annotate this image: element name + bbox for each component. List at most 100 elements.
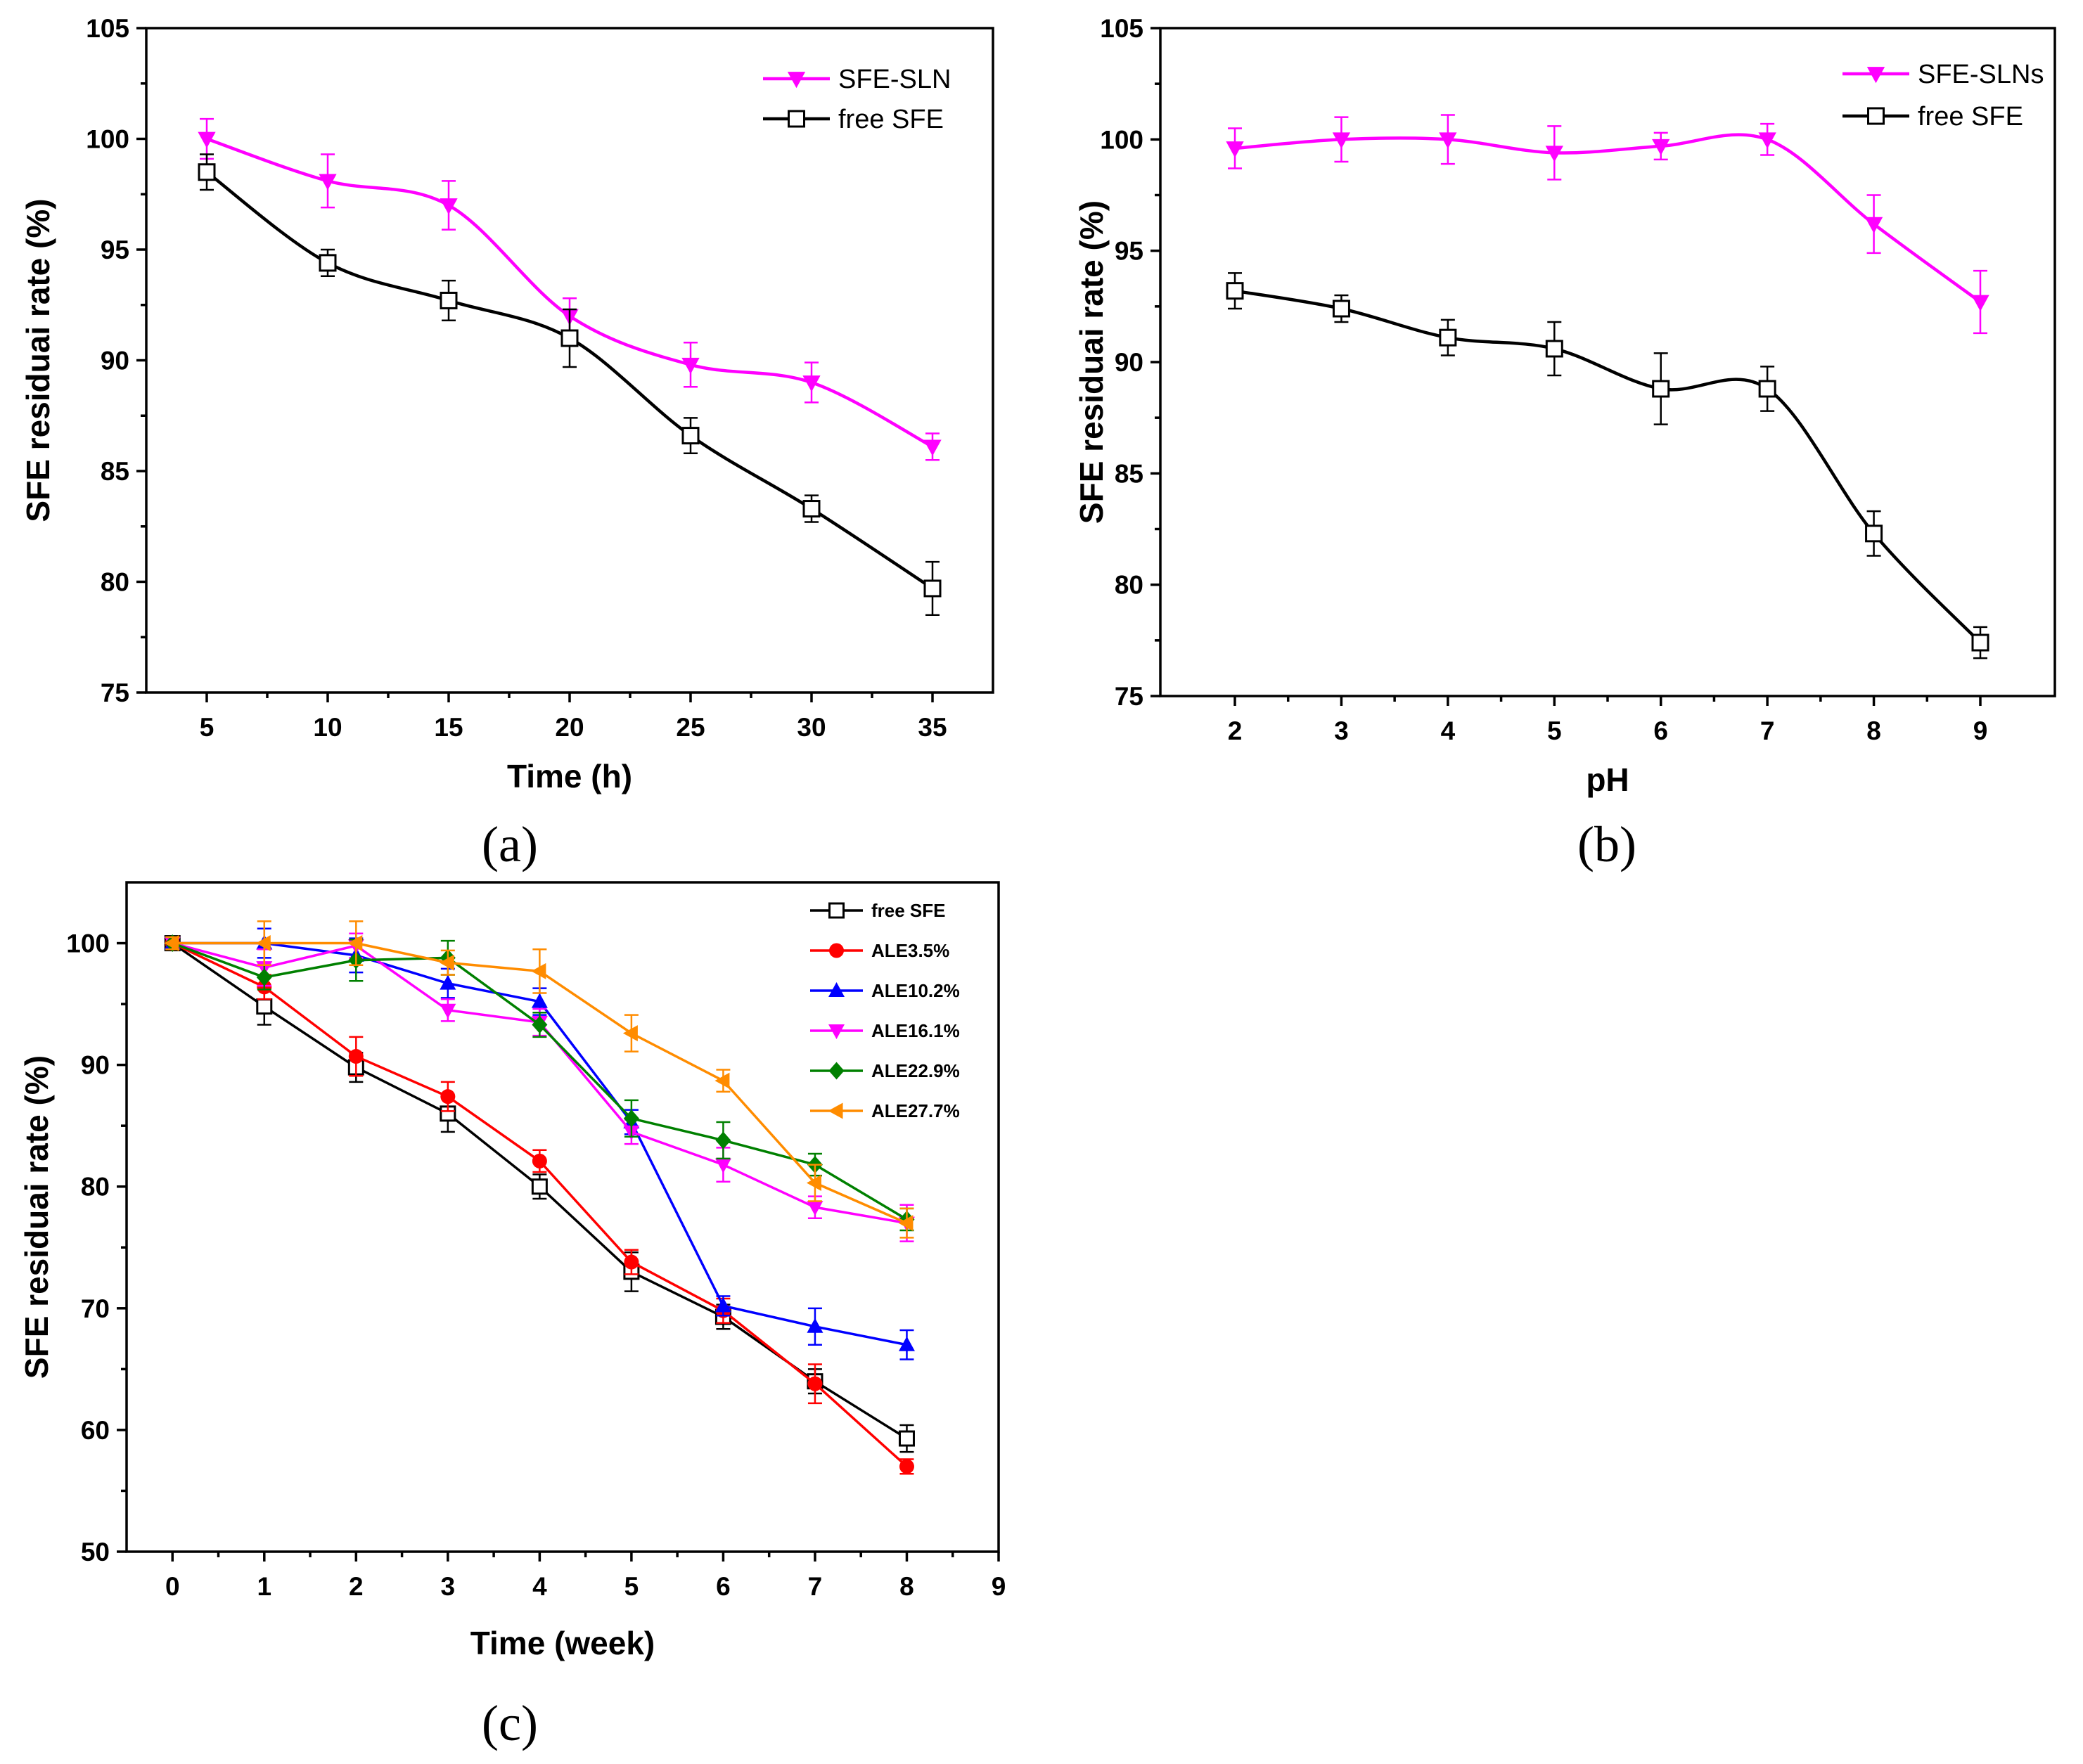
series-free-sfe: free SFE [1226, 102, 2023, 659]
data-point [1652, 380, 1670, 398]
legend-marker [828, 902, 845, 919]
legend-label: SFE-SLN [838, 65, 951, 94]
data-point [1865, 524, 1883, 543]
plot-frame [125, 881, 1000, 1553]
data-point [348, 1049, 364, 1064]
x-tick-label: 5 [200, 713, 214, 742]
y-tick-label: 50 [81, 1538, 110, 1566]
legend-label: ALE22.9% [871, 1060, 960, 1081]
data-point [714, 1158, 731, 1173]
legend-label: SFE-SLNs [1918, 60, 2044, 89]
legend-marker [787, 72, 806, 89]
legend-marker [1867, 107, 1885, 125]
data-point [440, 974, 456, 990]
legend-marker [828, 1024, 845, 1039]
y-tick-label: 85 [101, 457, 129, 486]
legend-label: ALE16.1% [871, 1020, 960, 1041]
data-point [802, 375, 821, 392]
y-tick-label: 90 [1115, 348, 1143, 377]
y-tick-label: 80 [1115, 571, 1143, 600]
y-tick-label: 80 [81, 1173, 110, 1202]
y-tick-label: 75 [101, 678, 129, 707]
x-tick-label: 3 [441, 1572, 456, 1601]
data-point [807, 1201, 823, 1216]
y-tick-label: 105 [1100, 14, 1143, 43]
data-point [1652, 139, 1670, 156]
x-axis-title: Time (week) [470, 1625, 655, 1661]
y-tick-label: 100 [1100, 125, 1143, 154]
data-point [623, 1109, 639, 1128]
data-point [1758, 132, 1776, 149]
x-tick-label: 7 [808, 1572, 823, 1601]
chart-panel-c: 0 1 2 3 4 5 6 7 8 9 50 60 70 80 90 100 Time (week) SFE re… [18, 881, 1006, 1751]
x-tick-label: 8 [899, 1572, 914, 1601]
data-point [440, 1089, 456, 1105]
data-point [198, 163, 216, 181]
y-tick-label: 85 [1115, 459, 1143, 488]
legend-label: ALE3.5% [871, 940, 949, 961]
panel-label: (a) [482, 816, 538, 873]
data-point [1332, 132, 1351, 149]
data-point [531, 993, 548, 1008]
data-point [624, 1254, 639, 1270]
data-point [714, 1072, 730, 1089]
data-point [1864, 217, 1883, 233]
x-tick-label: 4 [532, 1572, 547, 1601]
data-point [681, 357, 700, 374]
x-tick-label: 7 [1760, 716, 1775, 745]
data-point [1439, 328, 1457, 347]
y-tick-label: 80 [101, 568, 129, 597]
data-point [440, 1003, 456, 1019]
data-point [560, 329, 579, 347]
data-point [440, 291, 458, 309]
y-axis-title: SFE residuai rate (%) [20, 198, 56, 522]
data-point [923, 579, 942, 598]
chart-panel-a: 5 10 15 20 25 30 35 75 80 85 90 95 100 105 Time (h) SFE… [20, 14, 994, 873]
x-tick-label: 2 [1228, 716, 1243, 745]
panel-label: (b) [1577, 816, 1636, 873]
data-point [923, 439, 942, 456]
data-point [1226, 282, 1244, 300]
data-point [532, 1153, 547, 1169]
legend-marker [829, 943, 844, 958]
data-point [1545, 146, 1563, 162]
y-tick-label: 105 [86, 14, 129, 43]
data-point [1545, 340, 1563, 358]
y-tick-label: 100 [66, 929, 110, 958]
data-point [532, 1016, 548, 1034]
data-point [898, 1336, 915, 1351]
data-point [164, 935, 179, 952]
x-tick-label: 6 [716, 1572, 731, 1601]
series-sfe-slns: SFE-SLNs [1226, 60, 2044, 335]
data-point [347, 935, 363, 952]
data-point [1758, 380, 1776, 398]
data-point [440, 198, 458, 215]
x-tick-label: 15 [434, 713, 463, 742]
series-line [205, 170, 934, 590]
x-axis-title: pH [1586, 761, 1629, 798]
data-point [807, 1318, 823, 1333]
legend-marker [828, 1102, 843, 1119]
data-point [531, 1178, 548, 1195]
legend-label: free SFE [838, 105, 944, 134]
y-axis-title: SFE residuai rate (%) [1073, 200, 1110, 524]
data-point [1332, 300, 1350, 318]
x-tick-label: 9 [992, 1572, 1006, 1601]
legend-marker [788, 110, 805, 128]
y-tick-label: 90 [101, 347, 129, 375]
series-ale3-5-: ALE3.5% [165, 936, 949, 1475]
x-tick-label: 20 [555, 713, 584, 742]
x-tick-label: 4 [1441, 716, 1456, 745]
x-tick-label: 8 [1866, 716, 1881, 745]
data-point [898, 1215, 914, 1232]
series-line [206, 137, 934, 449]
data-point [802, 500, 821, 518]
series-line [1234, 289, 1982, 644]
x-tick-label: 35 [918, 713, 947, 742]
data-point [1971, 633, 1989, 652]
data-point [255, 935, 271, 952]
y-tick-label: 100 [86, 125, 129, 154]
y-axis-title: SFE residuai rate (%) [18, 1055, 55, 1379]
data-point [319, 254, 337, 272]
